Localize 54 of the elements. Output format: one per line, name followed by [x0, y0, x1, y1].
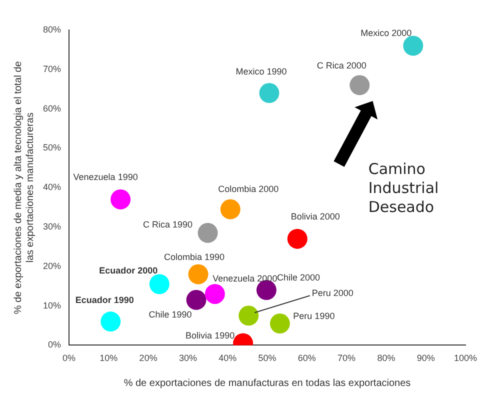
point [188, 264, 208, 284]
point [110, 189, 131, 210]
series-label: Chile 2000 [276, 272, 320, 283]
x-tick-label: 70% [338, 353, 356, 364]
x-tick-label: 90% [416, 353, 435, 364]
annotation: Camino Industrial Deseado [368, 160, 439, 216]
series-label: Peru 1990 [293, 311, 335, 322]
series-label: Venezuela 1990 [73, 172, 138, 182]
series-label: Chile 1990 [148, 309, 192, 320]
y-tick-label: 30% [43, 221, 62, 232]
y-tick-label: 10% [43, 300, 62, 310]
x-tick-label: 0% [62, 353, 76, 364]
point [238, 306, 259, 326]
y-tick-label: 80% [43, 24, 62, 34]
y-axis-title: % de exportaciones de media y alta tecnologia el total de las exportaciones manufactureras [12, 60, 36, 314]
point [287, 228, 308, 249]
y-tick-label: 20% [43, 260, 62, 271]
point [403, 36, 424, 56]
y-tick-label: 60% [43, 103, 62, 114]
series-label: Ecuador 2000 [99, 266, 158, 276]
point [198, 222, 218, 243]
x-tick-label: 10% [100, 353, 118, 364]
series-label: Bolivia 1990 [186, 330, 235, 341]
series-label: Mexico 1990 [236, 66, 287, 77]
series-label: Venezuela 2000 [212, 273, 278, 284]
point [149, 274, 170, 294]
series-label: Ecuador 1990 [75, 295, 134, 306]
x-tick-label: 50% [258, 353, 276, 364]
x-tick-label: 80% [377, 353, 396, 364]
point [256, 280, 276, 300]
y-tick-label: 0% [48, 340, 62, 350]
series-label: Colombia 2000 [218, 184, 279, 194]
y-tick-label: 70% [43, 64, 62, 74]
point [270, 314, 290, 334]
x-tick-label: 20% [139, 353, 158, 364]
point [186, 290, 206, 310]
series-label: Bolivia 2000 [290, 211, 340, 222]
point [220, 199, 240, 220]
point [204, 284, 225, 304]
series-label: Colombia 1990 [164, 252, 225, 262]
x-tick-label: 60% [298, 353, 316, 364]
point [350, 75, 370, 96]
series-label: C Rica 2000 [316, 60, 366, 71]
x-axis-title: % de exportaciones de manufacturas en todas las exportaciones [124, 378, 411, 389]
y-tick-label: 50% [43, 142, 62, 153]
text: Peru 2000 [312, 288, 354, 298]
x-tick-label: 30% [178, 353, 197, 364]
series-label: C Rica 1990 [143, 219, 193, 230]
series-label: Mexico 2000 [360, 28, 412, 38]
point [100, 312, 121, 332]
x-tick-label: 40% [218, 353, 237, 364]
point [259, 83, 280, 104]
y-tick-label: 40% [43, 182, 62, 192]
x-tick-label: 100% [454, 353, 478, 364]
